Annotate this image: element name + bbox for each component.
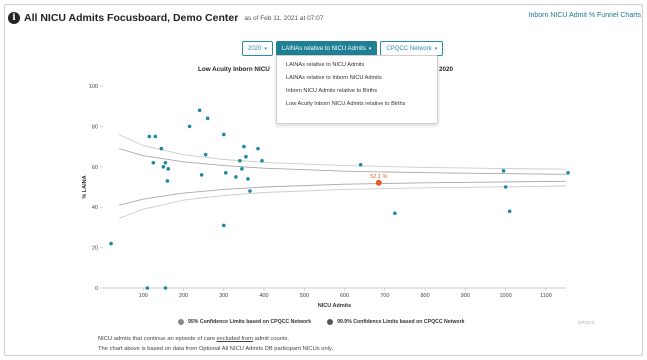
data-point [223,171,228,175]
y-tick-label: 0 [95,286,98,292]
funnel-charts-link[interactable]: Inborn NICU Admit % Funnel Charts [528,12,641,19]
data-point [151,160,156,165]
data-point [199,173,204,177]
data-point [197,108,202,113]
x-tick-label: 1100 [540,293,552,299]
x-tick-label: 300 [219,293,228,299]
data-point [256,146,260,151]
data-point [242,144,246,149]
excluded-from-link[interactable]: excluded from [216,336,254,342]
menu-item-lainas-inborn[interactable]: LAINAs relative to Inborn NICU Admits [286,75,382,81]
footnote-text-a: NICU admits that continue an episode of … [98,336,217,342]
legend-item-95[interactable]: 95% Confidence Limits based on CPQCC Net… [178,319,311,325]
data-point [240,167,244,171]
legend-swatch-95 [178,319,184,325]
chart-controls: 2020 ▾ LAINAs relative to NICU Admits ▾ … [242,41,444,56]
data-point [187,124,192,129]
footnote-line-2: The chart above is based on data from Op… [98,346,334,352]
data-point [161,165,166,169]
data-point [244,154,248,159]
info-icon[interactable]: i [8,12,20,24]
y-tick-label: 40 [92,205,98,211]
network-dropdown-label: CPQCC Network [386,45,432,52]
data-point [358,162,363,167]
year-dropdown-label: 2020 [248,45,262,52]
chart-title-left: Low Acuity Inborn NICU [198,66,270,73]
confidence-limit-upper-999 [118,134,567,170]
data-point [165,179,170,183]
chevron-down-icon: ▾ [434,45,438,52]
confidence-limit-upper-95 [118,148,567,175]
x-tick-label: 200 [179,293,188,299]
legend-label-999: 99.9% Confidence Limits based on CPQCC N… [337,319,465,325]
data-point [203,152,208,157]
metric-dropdown-label: LAINAs relative to NICU Admits [281,45,366,52]
chevron-down-icon: ▾ [368,45,372,52]
x-tick-label: 600 [340,293,349,299]
data-point [147,134,152,139]
legend-item-999[interactable]: 99.9% Confidence Limits based on CPQCC N… [327,319,465,325]
y-tick-label: 80 [92,124,98,130]
data-point [221,223,226,228]
data-point [234,175,238,179]
chart-legend: 95% Confidence Limits based on CPQCC Net… [178,319,465,325]
y-tick-label: 20 [92,246,98,252]
page-title: All NICU Admits Focusboard, Demo Center [24,12,239,24]
y-tick-label: 60 [92,165,98,171]
metric-dropdown-menu: LAINAs relative to NICU Admits LAINAs re… [276,55,438,124]
x-tick-label: 1000 [499,293,511,299]
legend-label-95: 95% Confidence Limits based on CPQCC Net… [188,319,312,325]
data-point [260,158,264,163]
chevron-down-icon: ▾ [264,45,267,52]
x-tick-label: 400 [259,293,268,299]
data-point [248,189,252,193]
menu-item-low-acuity-births[interactable]: Low Acuity Inborn NICU Admits relative t… [286,101,406,107]
data-point [166,167,171,171]
as-of-timestamp: as of Feb 11, 2021 at 07:07 [244,14,324,22]
x-tick-label: 900 [461,293,470,299]
data-point [238,158,242,163]
data-point [566,171,570,175]
data-point [221,132,226,137]
chart-credits: CPQCC [577,321,595,326]
data-point [153,134,158,139]
footnote-line-1: NICU admits that continue an episode of … [98,336,289,342]
data-point [507,209,512,214]
x-tick-label: 700 [380,293,389,299]
data-point [163,160,168,165]
confidence-limit-lower-999 [118,185,567,219]
data-point [145,286,150,290]
data-point [163,286,168,290]
y-tick-label: 100 [89,84,98,90]
x-axis-label: NICU Admits [318,303,351,309]
confidence-limit-lower-95 [118,180,567,206]
data-point [205,116,210,121]
y-axis-label: % LAINA [82,175,88,198]
x-tick-label: 500 [300,293,309,299]
footnote-text-b: admit counts. [253,336,290,342]
legend-swatch-999 [327,319,334,325]
year-dropdown[interactable]: 2020 ▾ [242,41,273,56]
highlight-label: 52.1 % [370,174,387,180]
x-tick-label: 100 [139,293,148,299]
x-tick-label: 800 [420,293,429,299]
data-point [159,146,164,151]
chart-title-right: 2020 [439,66,454,73]
data-point [503,185,508,189]
data-point [501,169,506,173]
highlight-point [375,179,382,186]
page-header: i All NICU Admits Focusboard, Demo Cente… [8,10,323,26]
menu-item-lainas-nicu[interactable]: LAINAs relative to NICU Admits [286,62,365,68]
menu-item-inborn-births[interactable]: Inborn NICU Admits relative to Births [286,88,378,94]
data-point [109,241,113,246]
data-point [393,211,397,216]
data-point [246,177,250,181]
